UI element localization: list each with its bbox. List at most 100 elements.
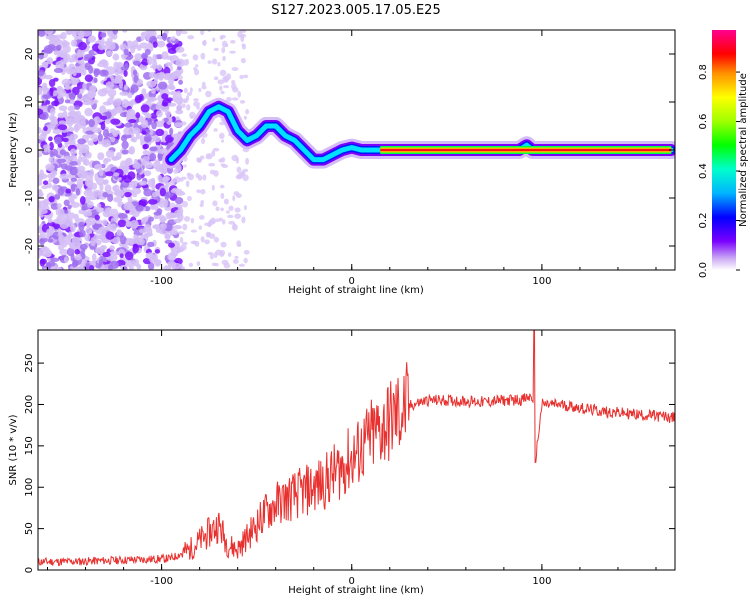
noise-blob: [181, 200, 189, 208]
noise-blob: [58, 231, 63, 240]
noise-blob: [107, 88, 117, 97]
noise-blob: [165, 62, 173, 67]
noise-blob: [215, 218, 220, 223]
noise-blob: [122, 30, 128, 33]
noise-blob: [138, 180, 147, 186]
spectrogram-xtick-label: -100: [150, 276, 173, 287]
noise-blob: [145, 30, 152, 35]
noise-blob: [112, 131, 117, 137]
noise-blob: [45, 163, 55, 171]
spectrogram-ytick-label: -10: [24, 190, 35, 206]
noise-blob: [130, 137, 135, 142]
noise-blob: [75, 187, 81, 196]
noise-blob: [52, 177, 60, 185]
noise-blob: [202, 174, 207, 181]
noise-blob: [98, 168, 104, 177]
noise-blob: [103, 179, 109, 185]
noise-blob: [192, 54, 199, 61]
noise-blob: [88, 118, 95, 128]
noise-blob: [107, 264, 114, 270]
tone-band-core: [380, 148, 672, 152]
noise-blob: [70, 199, 75, 205]
noise-blob: [42, 180, 49, 186]
noise-blob: [49, 150, 54, 158]
noise-blob: [163, 198, 169, 208]
noise-blob: [222, 85, 230, 89]
noise-blob: [97, 133, 104, 142]
noise-blob: [240, 35, 245, 43]
noise-blob: [56, 158, 67, 164]
spectrogram-xtick-label: 100: [532, 276, 551, 287]
colorbar-tick-label: 0.0: [698, 262, 709, 278]
noise-blob: [102, 252, 111, 258]
noise-blob: [49, 107, 56, 116]
noise-blob: [99, 69, 109, 77]
noise-blob: [171, 70, 182, 77]
noise-blob: [102, 219, 108, 226]
noise-blob: [150, 88, 156, 94]
snr-ytick-label: 100: [24, 478, 35, 497]
noise-blob: [179, 236, 184, 244]
noise-blob: [243, 205, 247, 211]
noise-blob: [105, 171, 115, 177]
noise-blob: [140, 104, 150, 113]
snr-xlabel: Height of straight line (km): [288, 585, 424, 596]
noise-blob: [64, 165, 73, 171]
noise-blob: [143, 188, 153, 197]
noise-blob: [169, 65, 174, 72]
noise-blob: [195, 172, 200, 179]
noise-blob: [226, 210, 230, 214]
noise-blob: [100, 266, 106, 270]
noise-blob: [50, 170, 58, 177]
noise-blob: [151, 177, 156, 185]
noise-blob: [181, 30, 188, 35]
noise-blob: [48, 78, 56, 88]
colorbar-tick-label: 0.6: [698, 114, 709, 130]
noise-blob: [148, 216, 154, 222]
spectrogram-ytick-label: 0: [24, 147, 35, 153]
snr-ytick-label: 50: [24, 522, 35, 535]
noise-blob: [211, 184, 215, 191]
noise-blob: [87, 200, 94, 208]
noise-blob: [100, 115, 108, 121]
noise-blob: [43, 126, 48, 132]
noise-blob: [180, 121, 187, 126]
noise-blob: [64, 99, 71, 104]
noise-blob: [94, 214, 100, 221]
noise-blob: [228, 205, 234, 211]
noise-blob: [98, 258, 104, 266]
noise-blob: [124, 251, 134, 261]
noise-blob: [65, 188, 72, 194]
noise-blob: [58, 120, 67, 125]
noise-blob: [46, 57, 54, 65]
noise-blob: [228, 220, 235, 225]
noise-blob: [82, 159, 87, 166]
noise-blob: [91, 127, 102, 133]
noise-blob: [171, 134, 178, 138]
noise-blob: [54, 136, 62, 145]
noise-blob: [64, 84, 71, 90]
snr-ylabel: SNR (10 * v/v): [8, 414, 19, 485]
noise-blob: [198, 225, 203, 230]
noise-blob: [208, 162, 216, 167]
noise-blob: [161, 32, 168, 40]
noise-blob: [155, 128, 165, 137]
noise-blob: [175, 92, 182, 100]
noise-blob: [40, 245, 48, 252]
noise-blob: [200, 188, 206, 195]
noise-blob: [151, 120, 157, 130]
noise-blob: [119, 80, 124, 89]
noise-blob: [220, 241, 227, 248]
noise-blob: [173, 224, 182, 230]
noise-blob: [85, 186, 93, 194]
noise-blob: [125, 157, 133, 166]
noise-blob: [53, 38, 63, 47]
noise-blob: [221, 139, 225, 143]
spectrogram-ytick-label: 10: [24, 96, 35, 109]
noise-blob: [119, 43, 128, 51]
noise-blob: [176, 103, 183, 111]
noise-blob: [96, 203, 102, 209]
noise-blob: [132, 69, 138, 76]
noise-blob: [183, 87, 188, 94]
